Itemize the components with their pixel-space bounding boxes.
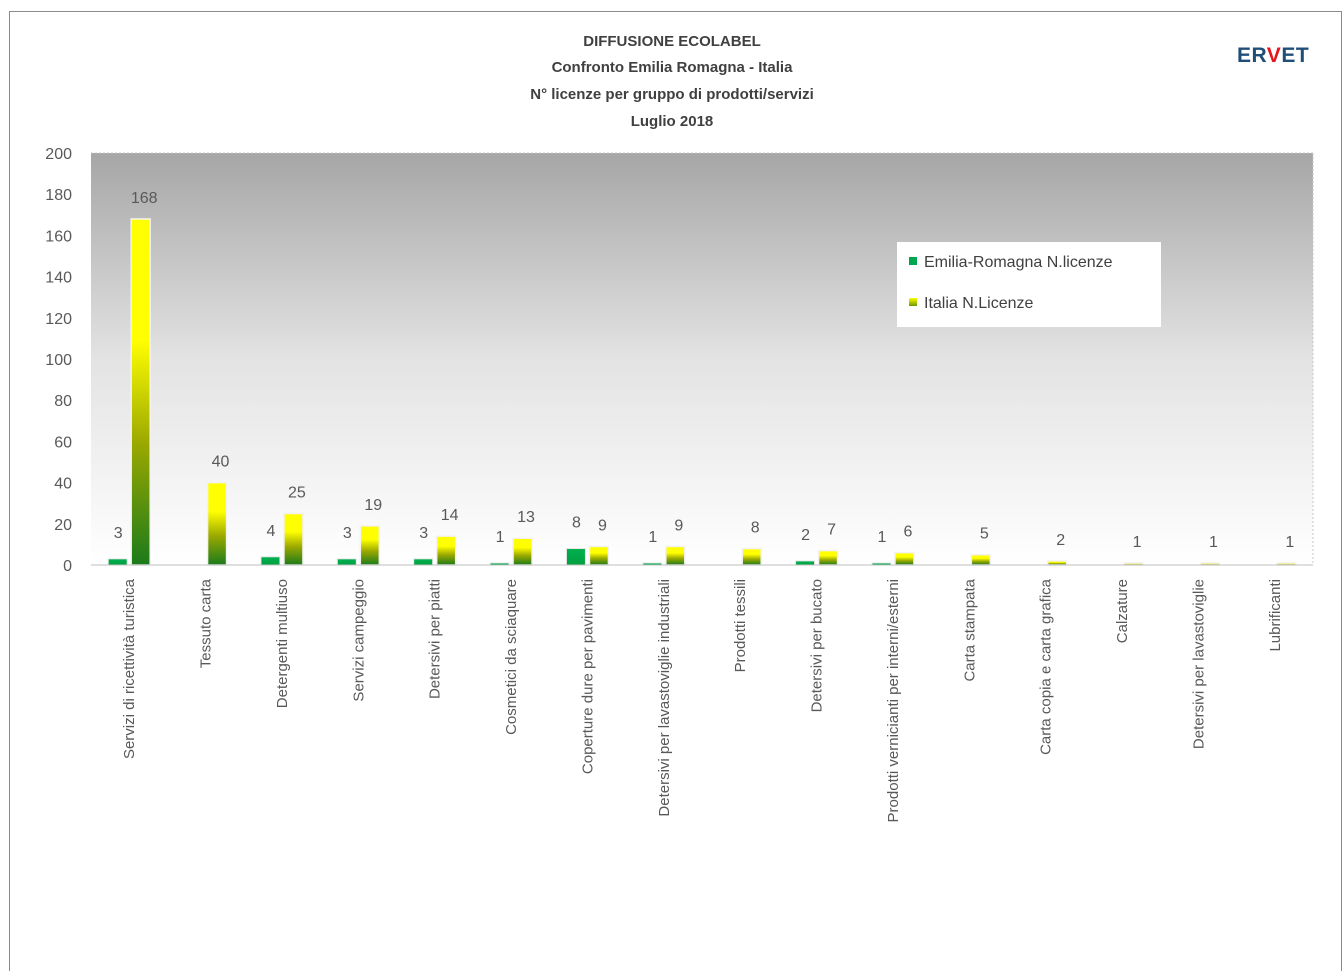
x-category-label: Cosmetici da sciaquare	[503, 579, 520, 735]
y-tick-label: 120	[45, 311, 72, 328]
x-category-label: Servizi campeggio	[350, 579, 367, 702]
data-label-emilia-romagna: 3	[114, 525, 123, 542]
bar-italia	[970, 553, 992, 566]
data-label-italia: 1	[1209, 534, 1218, 551]
data-label-emilia-romagna: 4	[266, 523, 275, 540]
bar-emilia-romagna	[795, 560, 816, 566]
x-category-label: Lubrificanti	[1267, 579, 1284, 652]
ervet-logo: ERVET	[1237, 44, 1310, 67]
y-tick-label: 80	[54, 393, 72, 410]
legend-swatch-emilia-romagna	[909, 257, 917, 265]
bar-italia	[435, 535, 457, 566]
y-tick-label: 0	[63, 558, 72, 575]
legend: Emilia-Romagna N.licenze Italia N.Licenz…	[897, 242, 1161, 327]
y-tick-label: 20	[54, 517, 72, 534]
legend-label-emilia-romagna: Emilia-Romagna N.licenze	[924, 254, 1113, 271]
y-tick-label: 40	[54, 476, 72, 493]
legend-item-emilia-romagna: Emilia-Romagna N.licenze	[909, 254, 1113, 272]
legend-item-italia: Italia N.Licenze	[909, 295, 1033, 313]
bar-italia	[359, 525, 381, 566]
x-category-label: Carta copia e carta grafica	[1038, 578, 1055, 755]
data-label-italia: 1	[1285, 534, 1294, 551]
y-tick-label: 200	[45, 146, 72, 163]
x-category-label: Detersivi per lavastoviglie	[1190, 579, 1207, 749]
data-label-emilia-romagna: 3	[343, 525, 352, 542]
data-label-italia: 1	[1133, 534, 1142, 551]
data-label-italia: 9	[674, 517, 683, 534]
bar-italia	[206, 481, 228, 566]
bar-italia	[130, 218, 151, 566]
bar-italia	[817, 549, 839, 566]
y-tick-label: 100	[45, 352, 72, 369]
data-label-italia: 25	[288, 485, 306, 502]
data-label-italia: 168	[131, 190, 158, 207]
plot-area	[91, 153, 1313, 565]
bar-italia	[665, 545, 686, 566]
chart-subtitle-3: Luglio 2018	[630, 113, 714, 130]
data-label-italia: 13	[517, 509, 535, 526]
data-label-italia: 2	[1056, 532, 1065, 549]
x-category-label: Calzature	[1114, 579, 1131, 643]
bar-emilia-romagna	[336, 558, 357, 566]
x-category-label: Coperture dure per pavimenti	[579, 579, 596, 774]
bar-italia	[512, 537, 533, 566]
bar-italia	[283, 512, 304, 566]
bar-italia	[741, 547, 762, 566]
chart-title: DIFFUSIONE ECOLABEL	[583, 33, 761, 50]
y-tick-label: 160	[45, 228, 72, 245]
x-category-label: Detersivi per lavastoviglie industriali	[656, 579, 673, 817]
bar-italia	[894, 551, 915, 566]
x-category-label: Prodotti vernicianti per interni/esterni	[885, 579, 902, 822]
bar-emilia-romagna	[107, 558, 128, 566]
data-label-italia: 19	[364, 497, 382, 514]
data-label-emilia-romagna: 2	[801, 527, 810, 544]
legend-swatch-italia	[909, 298, 917, 306]
y-tick-label: 60	[54, 434, 72, 451]
data-label-italia: 5	[980, 526, 989, 543]
legend-label-italia: Italia N.Licenze	[924, 295, 1034, 312]
x-category-label: Detersivi per bucato	[809, 579, 826, 712]
x-category-label: Carta stampata	[961, 578, 978, 681]
bar-italia	[588, 545, 610, 566]
x-category-label: Prodotti tessili	[732, 579, 749, 672]
data-label-emilia-romagna: 3	[419, 525, 428, 542]
data-label-emilia-romagna: 8	[572, 515, 581, 532]
bar-emilia-romagna	[413, 558, 434, 566]
x-category-label: Servizi di ricettività turistica	[121, 578, 138, 759]
chart-subtitle-1: Confronto Emilia Romagna - Italia	[551, 59, 793, 76]
data-label-italia: 40	[212, 454, 230, 471]
x-category-label: Tessuto carta	[198, 578, 215, 668]
data-label-emilia-romagna: 1	[648, 529, 657, 546]
x-category-label: Detergenti multiuso	[274, 579, 291, 708]
y-tick-label: 140	[45, 270, 72, 287]
bar-emilia-romagna	[260, 556, 281, 566]
bar-emilia-romagna	[565, 548, 586, 566]
y-tick-label: 180	[45, 187, 72, 204]
data-label-italia: 14	[441, 507, 459, 524]
data-label-emilia-romagna: 1	[496, 529, 505, 546]
data-label-italia: 9	[598, 517, 607, 534]
x-category-label: Detersivi per piatti	[427, 579, 444, 699]
chart-subtitle-2: N° licenze per gruppo di prodotti/serviz…	[530, 86, 814, 103]
data-label-italia: 6	[903, 524, 912, 541]
data-label-emilia-romagna: 1	[877, 529, 886, 546]
bar-italia	[1046, 560, 1068, 566]
data-label-italia: 7	[827, 522, 836, 539]
data-label-italia: 8	[751, 520, 760, 537]
